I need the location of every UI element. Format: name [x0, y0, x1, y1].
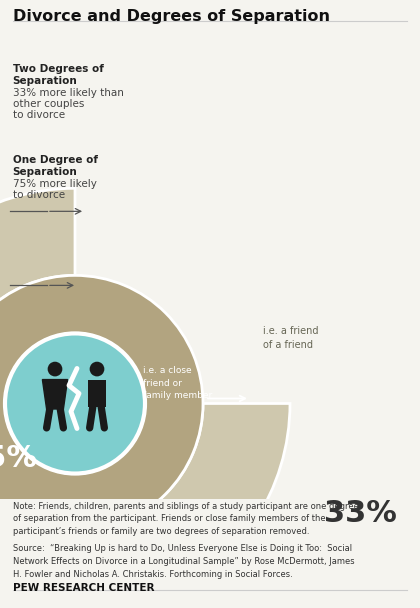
- Circle shape: [5, 333, 145, 474]
- Text: Divorce and Degrees of Separation: Divorce and Degrees of Separation: [13, 9, 330, 24]
- Bar: [87, 379, 106, 407]
- Wedge shape: [0, 275, 203, 531]
- Text: 75% more likely: 75% more likely: [13, 179, 97, 188]
- Text: i.e. a friend
of a friend: i.e. a friend of a friend: [263, 326, 318, 350]
- Text: One Degree of: One Degree of: [13, 155, 97, 165]
- Text: 33%: 33%: [323, 499, 396, 528]
- Text: Separation: Separation: [13, 76, 77, 86]
- Circle shape: [47, 362, 62, 376]
- Text: to divorce: to divorce: [13, 110, 65, 120]
- Text: to divorce: to divorce: [13, 190, 65, 199]
- Wedge shape: [0, 188, 290, 608]
- Text: PEW RESEARCH CENTER: PEW RESEARCH CENTER: [13, 583, 154, 593]
- Text: 33% more likely than: 33% more likely than: [13, 88, 123, 98]
- Text: i.e. a close
friend or
family member: i.e. a close friend or family member: [143, 367, 212, 401]
- Text: 75%: 75%: [0, 444, 37, 473]
- Text: Note: Friends, children, parents and siblings of a study participant are one deg: Note: Friends, children, parents and sib…: [13, 502, 359, 536]
- Text: Source:  “Breaking Up is hard to Do, Unless Everyone Else is Doing it Too:  Soci: Source: “Breaking Up is hard to Do, Unle…: [13, 544, 354, 579]
- Text: Two Degrees of: Two Degrees of: [13, 64, 103, 74]
- Polygon shape: [42, 379, 68, 409]
- Text: other couples: other couples: [13, 99, 84, 109]
- Circle shape: [89, 362, 104, 376]
- Text: Separation: Separation: [13, 167, 77, 177]
